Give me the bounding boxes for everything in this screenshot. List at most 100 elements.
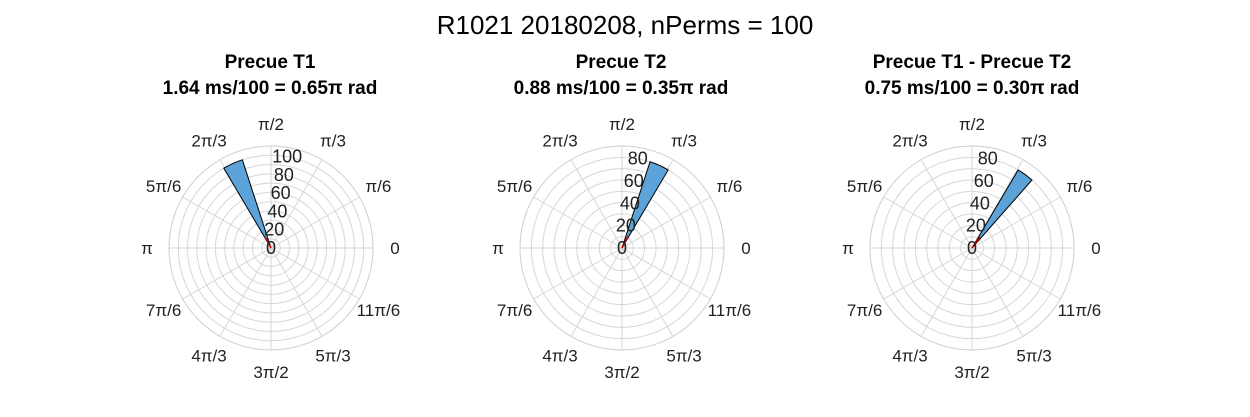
r-tick-label: 20	[966, 216, 986, 236]
grid-circle	[177, 154, 365, 342]
grid-circle	[251, 228, 291, 268]
grid-circle	[576, 202, 668, 294]
grid-spoke	[270, 247, 323, 337]
theta-tick-label: π/2	[959, 115, 985, 134]
grid-circle	[224, 201, 318, 295]
r-tick-label: 0	[617, 238, 627, 258]
theta-tick-label: π/6	[716, 177, 742, 196]
grid-circle	[948, 224, 996, 272]
grid-spoke	[270, 196, 360, 249]
theta-tick-label: 3π/2	[253, 363, 288, 382]
theta-tick-label: 7π/6	[847, 301, 882, 320]
r-tick-label: 80	[274, 165, 294, 185]
panel-1-header: Precue T1 1.64 ms/100 = 0.65π rad	[90, 50, 450, 102]
panel-3-subtitle: 0.75 ms/100 = 0.30π rad	[864, 78, 1080, 99]
grid-circle	[610, 236, 634, 260]
theta-tick-label: 2π/3	[191, 132, 226, 151]
grid-spoke	[621, 196, 711, 249]
grid-circle	[242, 219, 300, 277]
outer-circle	[519, 145, 725, 351]
grid-circle	[926, 202, 1018, 294]
figure-title: R1021 20180208, nPerms = 100	[436, 10, 814, 40]
grid-spoke	[621, 247, 711, 300]
polar-axes-1: 0204060801000π/6π/3π/22π/35π/6π7π/64π/33…	[141, 115, 400, 382]
panel-3-header: Precue T1 - Precue T2 0.75 ms/100 = 0.30…	[792, 50, 1152, 102]
mean-direction-line	[265, 237, 272, 249]
theta-tick-label: 0	[741, 239, 750, 258]
grid-circle	[214, 191, 328, 305]
grid-circle	[196, 173, 346, 323]
theta-tick-label: π/3	[1021, 132, 1047, 151]
panel-1-title: Precue T1	[224, 52, 316, 73]
grid-circle	[233, 210, 309, 286]
polar-axes-3: 0204060800π/6π/3π/22π/35π/6π7π/64π/33π/2…	[842, 115, 1101, 382]
histogram-bar-0	[621, 161, 669, 249]
grid-spoke	[920, 159, 973, 249]
grid-spoke	[920, 247, 973, 337]
theta-tick-label: 7π/6	[497, 301, 532, 320]
grid-circle	[914, 190, 1030, 306]
grid-spoke	[219, 247, 272, 337]
theta-tick-label: π/3	[671, 132, 697, 151]
r-tick-label: 100	[272, 147, 302, 167]
grid-spoke	[182, 247, 272, 300]
histogram-bar-0	[223, 159, 272, 249]
grid-circle	[542, 168, 702, 328]
theta-tick-label: 5π/3	[315, 346, 350, 365]
polar-axes-2: 0204060800π/6π/3π/22π/35π/6π7π/64π/33π/2…	[492, 115, 751, 382]
grid-spoke	[971, 247, 1061, 300]
grid-circle	[205, 182, 337, 314]
panel-2-title: Precue T2	[575, 52, 667, 73]
r-tick-label: 60	[624, 171, 644, 191]
theta-tick-label: 0	[1091, 239, 1100, 258]
theta-tick-label: 11π/6	[357, 301, 401, 320]
theta-tick-label: 5π/3	[1016, 346, 1051, 365]
grid-spoke	[270, 247, 360, 300]
r-tick-label: 60	[974, 171, 994, 191]
theta-tick-label: π/6	[365, 177, 391, 196]
grid-spoke	[533, 196, 623, 249]
outer-circle	[869, 145, 1075, 351]
grid-circle	[587, 213, 657, 283]
theta-tick-label: 2π/3	[542, 132, 577, 151]
r-tick-label: 60	[271, 183, 291, 203]
grid-spoke	[971, 196, 1061, 249]
r-tick-label: 40	[620, 193, 640, 213]
panel-3-title: Precue T1 - Precue T2	[872, 52, 1072, 73]
panel-2-subtitle: 0.88 ms/100 = 0.35π rad	[513, 78, 729, 99]
theta-tick-label: 4π/3	[892, 346, 927, 365]
grid-spoke	[570, 159, 623, 249]
grid-circle	[937, 213, 1007, 283]
grid-spoke	[971, 247, 1024, 337]
theta-tick-label: 3π/2	[954, 363, 989, 382]
grid-spoke	[182, 196, 272, 249]
theta-tick-label: 4π/3	[542, 346, 577, 365]
theta-tick-label: 5π/6	[146, 177, 181, 196]
grid-spoke	[883, 247, 973, 300]
theta-tick-label: 5π/6	[497, 177, 532, 196]
r-tick-label: 80	[628, 149, 648, 169]
theta-tick-label: 11π/6	[1058, 301, 1102, 320]
grid-circle	[261, 238, 281, 258]
theta-tick-label: 0	[390, 239, 399, 258]
outer-circle	[168, 145, 374, 351]
grid-spoke	[570, 247, 623, 337]
grid-circle	[187, 164, 355, 332]
panel-2-header: Precue T2 0.88 ms/100 = 0.35π rad	[441, 50, 801, 102]
theta-tick-label: 5π/6	[847, 177, 882, 196]
grid-circle	[530, 156, 714, 340]
r-tick-label: 0	[266, 238, 276, 258]
grid-circle	[564, 190, 680, 306]
grid-circle	[553, 179, 691, 317]
theta-tick-label: π	[141, 239, 153, 258]
theta-tick-label: π/2	[609, 115, 635, 134]
theta-tick-label: 5π/3	[666, 346, 701, 365]
theta-tick-label: 11π/6	[708, 301, 752, 320]
mean-direction-line	[971, 236, 981, 249]
grid-circle	[598, 224, 646, 272]
theta-tick-label: 2π/3	[892, 132, 927, 151]
grid-circle	[892, 168, 1052, 328]
theta-tick-label: π/3	[320, 132, 346, 151]
r-tick-label: 20	[264, 220, 284, 240]
